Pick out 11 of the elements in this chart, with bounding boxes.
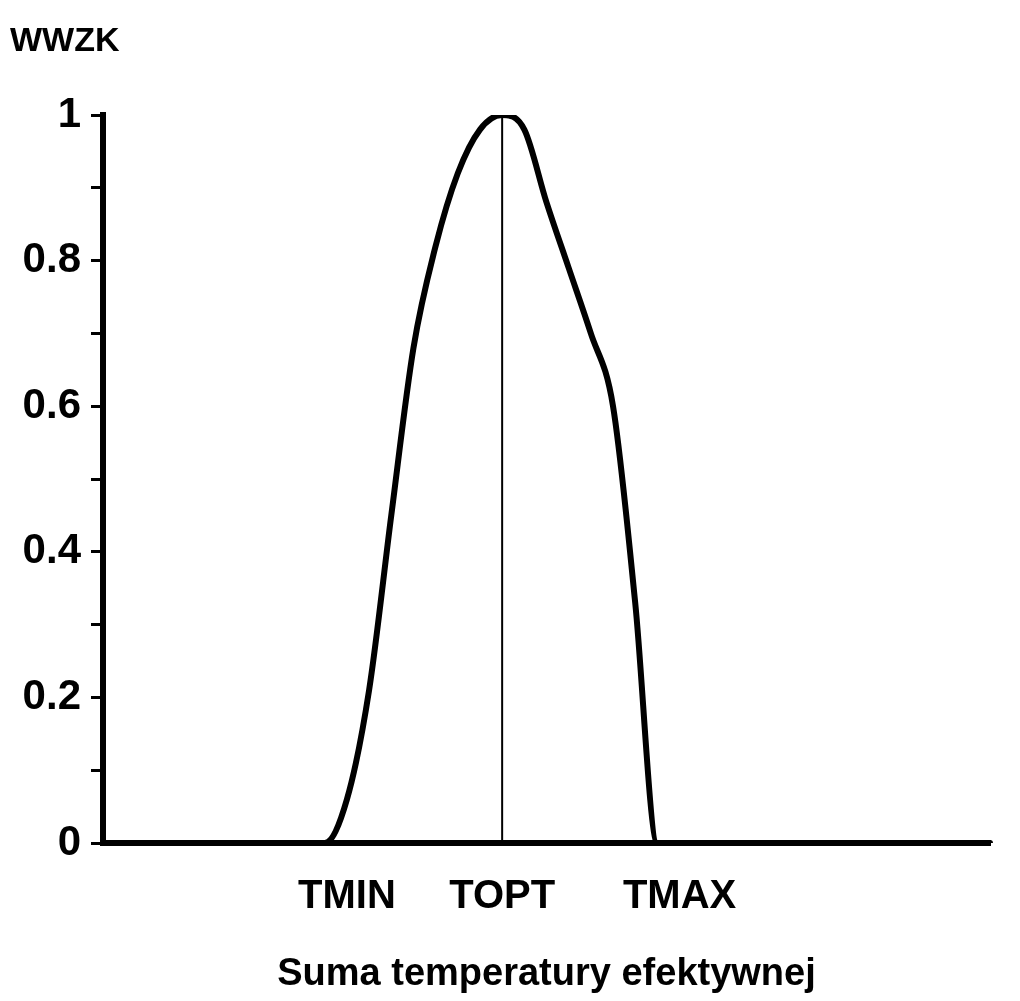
y-tick-label: 1 [57, 88, 81, 136]
x-tick-label: TMIN [298, 872, 396, 917]
y-tick-label: 0 [57, 816, 81, 864]
x-axis-title: Suma temperatury efektywnej [277, 950, 816, 993]
x-tick-label: TOPT [449, 872, 556, 917]
y-tick-label: 0.2 [22, 670, 81, 718]
y-tick-label: 0.6 [22, 379, 81, 427]
y-tick-label: 0.4 [22, 525, 82, 573]
y-tick-label: 0.8 [22, 234, 81, 282]
y-axis-title: WWZK [10, 20, 120, 59]
x-tick-label: TMAX [622, 872, 737, 917]
